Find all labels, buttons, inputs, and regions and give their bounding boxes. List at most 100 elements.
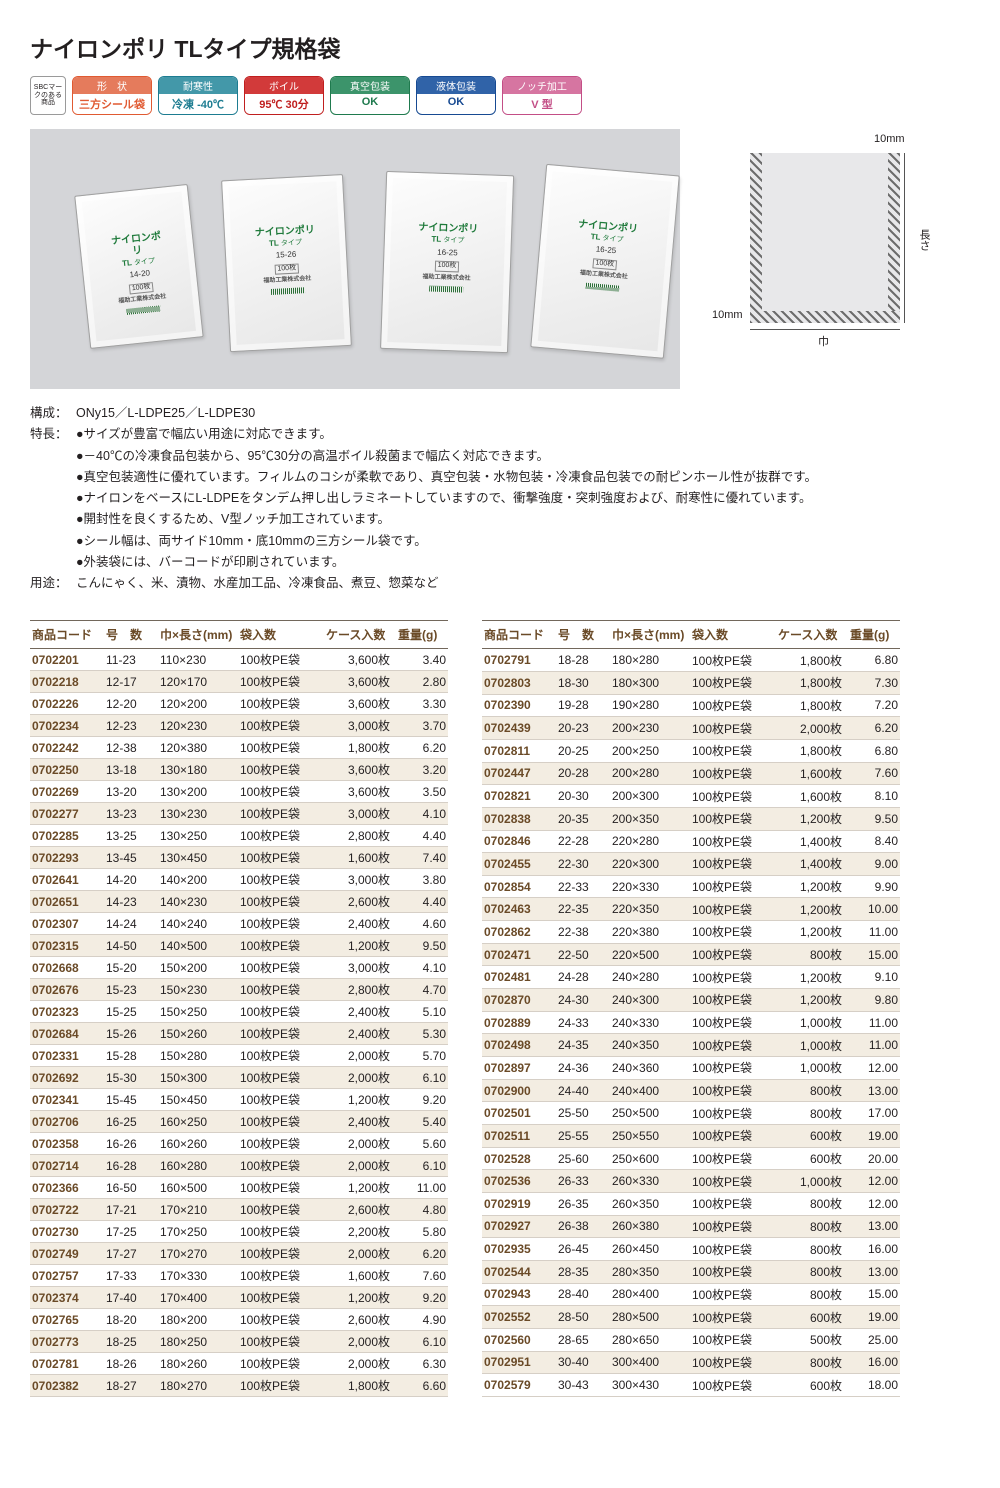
data-cell: 220×330 bbox=[610, 875, 690, 898]
data-cell: 100枚PE袋 bbox=[690, 875, 776, 898]
data-cell: 100枚PE袋 bbox=[238, 957, 324, 979]
data-cell: 7.40 bbox=[396, 847, 448, 869]
data-cell: 100枚PE袋 bbox=[238, 803, 324, 825]
code-cell: 0702935 bbox=[482, 1238, 556, 1261]
data-cell: 140×240 bbox=[158, 913, 238, 935]
data-cell: 120×200 bbox=[158, 693, 238, 715]
data-cell: 3.20 bbox=[396, 759, 448, 781]
data-cell: 2.80 bbox=[396, 671, 448, 693]
data-cell: 1,000枚 bbox=[776, 1057, 848, 1080]
data-cell: 19.00 bbox=[848, 1306, 900, 1329]
data-cell: 15-26 bbox=[104, 1023, 158, 1045]
data-cell: 1,200枚 bbox=[324, 1177, 396, 1199]
table-header-row: 商品コード号 数巾×長さ(mm)袋入数ケース入数重量(g) bbox=[30, 621, 448, 649]
youto-key: 用途： bbox=[30, 573, 76, 594]
dim-top-mm: 10mm bbox=[874, 133, 905, 145]
data-cell: 200×230 bbox=[610, 717, 690, 740]
data-cell: 240×360 bbox=[610, 1057, 690, 1080]
code-cell: 0702900 bbox=[482, 1079, 556, 1102]
data-cell: 19-28 bbox=[556, 694, 610, 717]
badge-top: ノッチ加工 bbox=[503, 77, 581, 94]
data-cell: 11.00 bbox=[848, 921, 900, 944]
table-row: 070284622-28220×280100枚PE袋1,400枚8.40 bbox=[482, 830, 900, 853]
dim-length: 長さ bbox=[916, 229, 932, 251]
data-cell: 200×300 bbox=[610, 785, 690, 808]
code-cell: 0702242 bbox=[30, 737, 104, 759]
table-row: 070225013-18130×180100枚PE袋3,600枚3.20 bbox=[30, 759, 448, 781]
data-cell: 3,000枚 bbox=[324, 715, 396, 737]
data-cell: 100枚PE袋 bbox=[690, 1328, 776, 1351]
data-cell: 22-35 bbox=[556, 898, 610, 921]
data-cell: 10.00 bbox=[848, 898, 900, 921]
data-cell: 240×400 bbox=[610, 1079, 690, 1102]
data-cell: 100枚PE袋 bbox=[238, 693, 324, 715]
data-cell: 1,800枚 bbox=[324, 737, 396, 759]
data-cell: 2,000枚 bbox=[324, 1155, 396, 1177]
data-cell: 3,600枚 bbox=[324, 671, 396, 693]
badge-bottom: 95℃ 30分 bbox=[245, 94, 323, 114]
data-cell: 100枚PE袋 bbox=[690, 649, 776, 672]
data-cell: 17-40 bbox=[104, 1287, 158, 1309]
data-cell: 26-38 bbox=[556, 1215, 610, 1238]
data-cell: 130×200 bbox=[158, 781, 238, 803]
col-header: 重量(g) bbox=[396, 621, 448, 649]
data-cell: 280×500 bbox=[610, 1306, 690, 1329]
code-cell: 0702501 bbox=[482, 1102, 556, 1125]
data-cell: 12.00 bbox=[848, 1193, 900, 1216]
data-cell: 140×230 bbox=[158, 891, 238, 913]
data-cell: 800枚 bbox=[776, 1238, 848, 1261]
code-cell: 0702285 bbox=[30, 825, 104, 847]
table-row: 070235816-26160×260100枚PE袋2,000枚5.60 bbox=[30, 1133, 448, 1155]
code-cell: 0702684 bbox=[30, 1023, 104, 1045]
table-row: 070224212-38120×380100枚PE袋1,800枚6.20 bbox=[30, 737, 448, 759]
data-cell: 9.20 bbox=[396, 1287, 448, 1309]
data-cell: 9.50 bbox=[396, 935, 448, 957]
data-cell: 1,200枚 bbox=[324, 1287, 396, 1309]
data-cell: 5.60 bbox=[396, 1133, 448, 1155]
data-cell: 14-20 bbox=[104, 869, 158, 891]
table-row: 070236616-50160×500100枚PE袋1,200枚11.00 bbox=[30, 1177, 448, 1199]
data-cell: 4.60 bbox=[396, 913, 448, 935]
data-cell: 12-20 bbox=[104, 693, 158, 715]
col-header: 号 数 bbox=[556, 621, 610, 649]
data-cell: 100枚PE袋 bbox=[690, 785, 776, 808]
data-cell: 100枚PE袋 bbox=[238, 1199, 324, 1221]
data-cell: 7.60 bbox=[396, 1265, 448, 1287]
data-cell: 100枚PE袋 bbox=[238, 1089, 324, 1111]
page-title: ナイロンポリ TLタイプ規格袋 bbox=[30, 30, 970, 64]
data-cell: 100枚PE袋 bbox=[690, 966, 776, 989]
data-cell: 180×260 bbox=[158, 1353, 238, 1375]
data-cell: 22-30 bbox=[556, 853, 610, 876]
data-cell: 100枚PE袋 bbox=[690, 762, 776, 785]
table-row: 070232315-25150×250100枚PE袋2,400枚5.10 bbox=[30, 1001, 448, 1023]
badge-top: 形 状 bbox=[73, 77, 151, 94]
data-cell: 170×270 bbox=[158, 1243, 238, 1265]
data-cell: 2,000枚 bbox=[324, 1243, 396, 1265]
data-cell: 300×430 bbox=[610, 1374, 690, 1397]
data-cell: 4.90 bbox=[396, 1309, 448, 1331]
code-cell: 0702668 bbox=[30, 957, 104, 979]
table-row: 070287024-30240×300100枚PE袋1,200枚9.80 bbox=[482, 989, 900, 1012]
table-row: 070272217-21170×210100枚PE袋2,600枚4.80 bbox=[30, 1199, 448, 1221]
data-cell: 25-55 bbox=[556, 1125, 610, 1148]
pouch: ナイロンポリTL タイプ14-20100枚福助工業株式会社 bbox=[74, 184, 203, 349]
data-cell: 15-20 bbox=[104, 957, 158, 979]
data-cell: 1,800枚 bbox=[776, 649, 848, 672]
table-row: 070294328-40280×400100枚PE袋800枚15.00 bbox=[482, 1283, 900, 1306]
data-cell: 100枚PE袋 bbox=[690, 1079, 776, 1102]
code-cell: 0702560 bbox=[482, 1328, 556, 1351]
data-cell: 6.10 bbox=[396, 1331, 448, 1353]
data-cell: 220×350 bbox=[610, 898, 690, 921]
table-row: 070269215-30150×300100枚PE袋2,000枚6.10 bbox=[30, 1067, 448, 1089]
data-cell: 150×260 bbox=[158, 1023, 238, 1045]
data-cell: 200×280 bbox=[610, 762, 690, 785]
code-cell: 0702889 bbox=[482, 1011, 556, 1034]
data-cell: 3.50 bbox=[396, 781, 448, 803]
table-row: 070295130-40300×400100枚PE袋800枚16.00 bbox=[482, 1351, 900, 1374]
data-cell: 100枚PE袋 bbox=[238, 1155, 324, 1177]
table-row: 070246322-35220×350100枚PE袋1,200枚10.00 bbox=[482, 898, 900, 921]
data-cell: 200×350 bbox=[610, 807, 690, 830]
data-cell: 100枚PE袋 bbox=[690, 1034, 776, 1057]
data-cell: 1,600枚 bbox=[776, 785, 848, 808]
code-cell: 0702358 bbox=[30, 1133, 104, 1155]
